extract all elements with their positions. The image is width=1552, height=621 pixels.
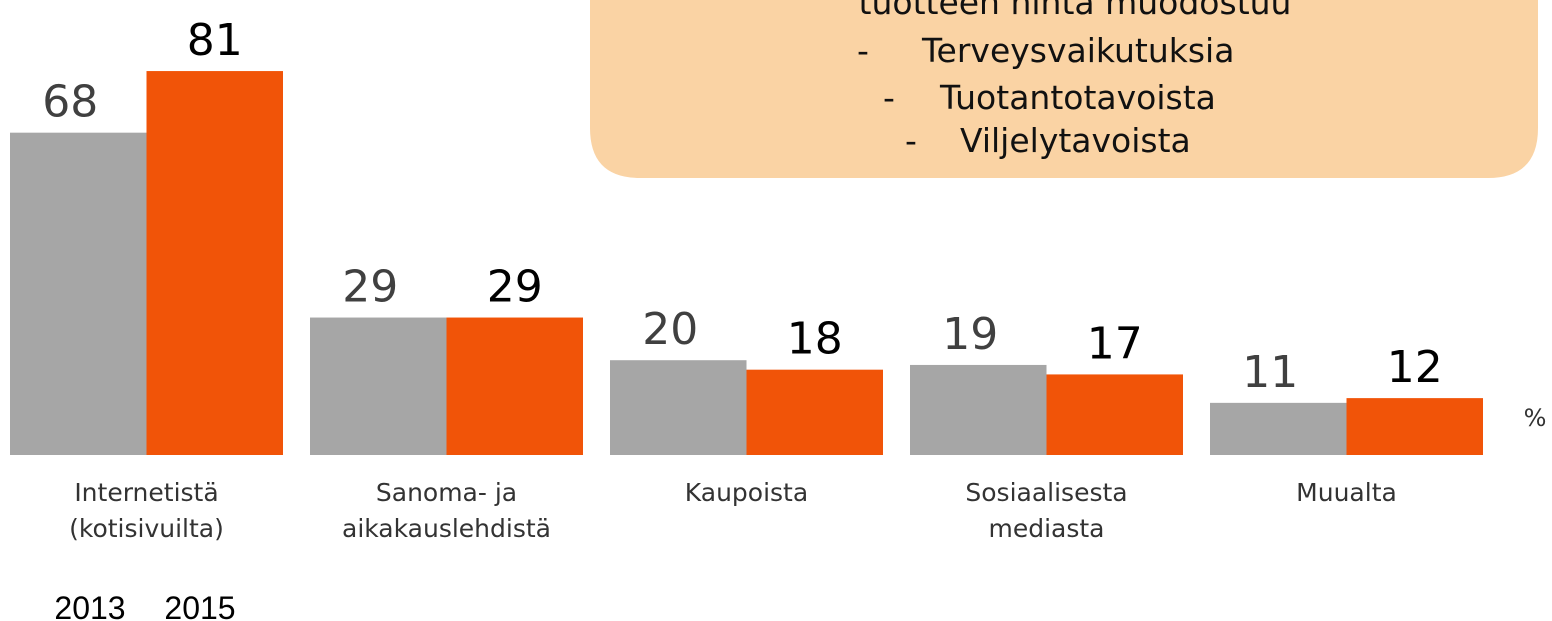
bar bbox=[746, 369, 883, 455]
data-label: 18 bbox=[787, 314, 843, 365]
data-label: 12 bbox=[1387, 342, 1443, 393]
data-label: 81 bbox=[187, 15, 243, 66]
x-tick-label: Internetistä (kotisivuilta) bbox=[69, 478, 224, 543]
annotation-text: tuotteen hinta muodostuu bbox=[859, 0, 1292, 22]
bar bbox=[446, 317, 583, 455]
unit-label: % bbox=[1524, 404, 1547, 432]
legend-label: 2013 bbox=[54, 590, 125, 621]
annotation-text: - Tuotantotavoista bbox=[883, 78, 1216, 117]
x-tick-label: Kaupoista bbox=[685, 478, 808, 507]
data-label: 19 bbox=[942, 309, 998, 360]
bar bbox=[1046, 374, 1183, 455]
data-label: 20 bbox=[642, 304, 698, 355]
annotation-text: - Viljelytavoista bbox=[905, 121, 1191, 160]
x-tick-label: Sanoma- ja aikakauslehdistä bbox=[342, 478, 551, 543]
bar bbox=[910, 364, 1047, 455]
legend-label: 2015 bbox=[164, 590, 235, 621]
bar bbox=[10, 132, 147, 455]
data-label: 11 bbox=[1242, 347, 1298, 398]
data-label: 17 bbox=[1087, 318, 1143, 369]
bar bbox=[610, 360, 747, 455]
bar bbox=[1346, 398, 1483, 455]
bar bbox=[310, 317, 447, 455]
data-label: 29 bbox=[487, 262, 543, 313]
annotation-box bbox=[590, 0, 1538, 178]
bar bbox=[1210, 402, 1347, 455]
data-label: 68 bbox=[42, 77, 98, 128]
x-tick-label: Sosiaalisesta mediasta bbox=[965, 478, 1127, 543]
data-label: 29 bbox=[342, 262, 398, 313]
annotation-text: - Terveysvaikutuksia bbox=[857, 31, 1234, 70]
x-tick-label: Muualta bbox=[1296, 478, 1397, 507]
bar bbox=[146, 71, 283, 455]
